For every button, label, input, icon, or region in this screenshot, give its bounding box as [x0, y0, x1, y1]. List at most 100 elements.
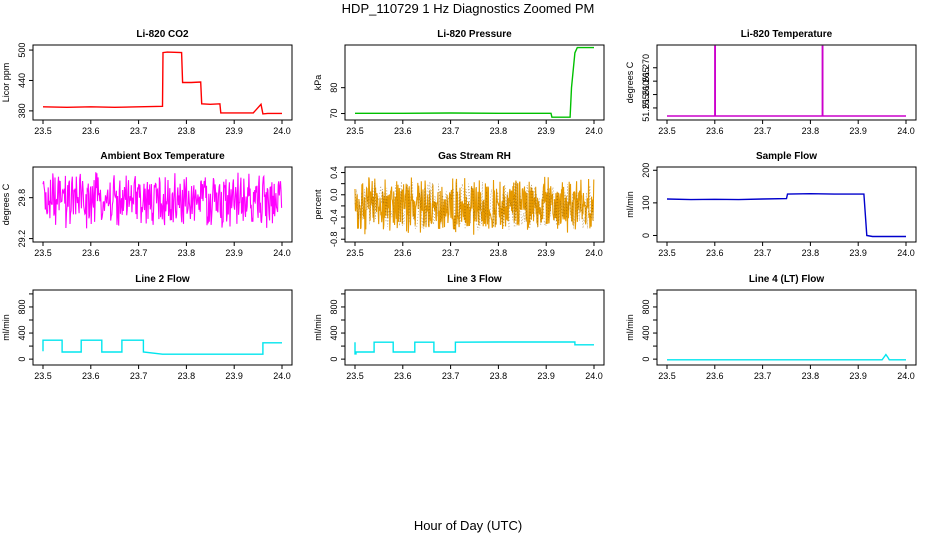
plot-frame	[32, 289, 293, 366]
y-tick-label: 380	[17, 103, 27, 118]
x-tick-label: 23.8	[490, 371, 508, 381]
x-tick-label: 23.7	[442, 248, 460, 258]
y-axis-label: ml/min	[625, 191, 635, 218]
x-tick-label: 23.9	[225, 248, 243, 258]
y-axis-label: percent	[313, 189, 323, 220]
plot-data	[42, 51, 282, 115]
series-line	[42, 172, 283, 229]
x-tick-label: 23.5	[346, 371, 364, 381]
plot-data	[355, 46, 594, 118]
x-tick-label: 23.7	[442, 371, 460, 381]
y-tick-label: 800	[17, 299, 27, 314]
x-tick-label: 23.8	[802, 126, 820, 136]
panel-title: Line 3 Flow	[447, 274, 502, 285]
y-tick-label: 0.4	[329, 166, 339, 179]
plot-data	[42, 339, 282, 355]
y-tick-label: 0	[641, 233, 651, 238]
y-axis-label: ml/min	[313, 314, 323, 341]
panel-title: Li-820 Temperature	[741, 29, 833, 40]
panel-title: Ambient Box Temperature	[100, 151, 225, 162]
x-tick-label: 23.9	[849, 248, 867, 258]
series-line	[354, 341, 594, 355]
plot-frame	[344, 289, 605, 366]
x-tick-label: 23.7	[754, 126, 772, 136]
y-tick-label: 0	[641, 357, 651, 362]
series-line	[667, 353, 906, 361]
x-tick-label: 23.7	[130, 248, 148, 258]
plot-frame	[32, 166, 293, 243]
y-axis-label: ml/min	[625, 314, 635, 341]
x-tick-label: 23.8	[802, 248, 820, 258]
x-tick-label: 23.5	[34, 248, 52, 258]
y-tick-label: 440	[17, 73, 27, 88]
x-tick-label: 23.7	[130, 371, 148, 381]
x-tick-label: 24.0	[273, 126, 291, 136]
y-axis-label: kPa	[313, 75, 323, 91]
series-line	[667, 45, 906, 117]
x-tick-label: 23.9	[225, 126, 243, 136]
figure-title: HDP_110729 1 Hz Diagnostics Zoomed PM	[341, 1, 595, 16]
x-tick-label: 24.0	[897, 126, 915, 136]
y-tick-label: 29.8	[17, 189, 27, 207]
panel-1: Li-820 CO2 23.5 23.6 23.7 23.8 23.9 24.0 380 440…	[1, 29, 293, 136]
series-line	[666, 192, 906, 238]
panel-9: Line 4 (LT) Flow 23.5 23.6 23.7 23.8 23.9 24.0…	[625, 274, 917, 381]
panel-title: Sample Flow	[756, 151, 817, 162]
y-tick-label: 51.265	[641, 67, 651, 95]
x-tick-label: 23.5	[658, 126, 676, 136]
x-tick-label: 23.7	[442, 126, 460, 136]
x-tick-label: 23.9	[225, 371, 243, 381]
y-tick-label: 100	[641, 195, 651, 210]
x-tick-label: 23.5	[34, 126, 52, 136]
y-axis-label: degrees C	[625, 61, 635, 103]
plot-frame	[344, 166, 605, 243]
x-tick-label: 23.5	[346, 126, 364, 136]
x-tick-label: 23.7	[754, 371, 772, 381]
y-axis-label: ml/min	[1, 314, 11, 341]
series-line	[42, 339, 282, 355]
x-tick-label: 23.5	[658, 371, 676, 381]
x-tick-label: 23.7	[130, 126, 148, 136]
y-tick-label: 200	[641, 163, 651, 178]
panel-8: Line 3 Flow 23.5 23.6 23.7 23.8 23.9 24.0 0 400 8…	[313, 274, 605, 381]
x-tick-label: 23.8	[802, 371, 820, 381]
x-tick-label: 23.6	[394, 371, 412, 381]
panel-6: Sample Flow 23.5 23.6 23.7 23.8 23.9 24.0 0 100 2…	[625, 151, 917, 258]
x-tick-label: 23.8	[178, 371, 196, 381]
y-axis-label: Licor ppm	[1, 63, 11, 103]
x-tick-label: 23.6	[706, 371, 724, 381]
plot-frame	[344, 44, 605, 121]
plot-frame	[32, 44, 293, 121]
panel-title: Li-820 CO2	[136, 29, 189, 40]
x-tick-label: 24.0	[897, 248, 915, 258]
panel-title: Gas Stream RH	[438, 151, 511, 162]
plot-frame	[656, 44, 917, 121]
x-tick-label: 24.0	[897, 371, 915, 381]
x-tick-label: 23.9	[537, 371, 555, 381]
y-tick-label: 0	[17, 357, 27, 362]
x-tick-label: 23.7	[754, 248, 772, 258]
panel-title: Line 4 (LT) Flow	[749, 274, 825, 285]
y-tick-label: 51.260	[641, 81, 651, 109]
x-tick-label: 23.6	[82, 126, 100, 136]
x-tick-label: 23.5	[346, 248, 364, 258]
x-tick-label: 23.8	[490, 248, 508, 258]
y-tick-label: 29.2	[17, 230, 27, 248]
series-line	[355, 46, 594, 118]
plot-data	[666, 192, 906, 238]
y-tick-label: 80	[329, 83, 339, 93]
x-tick-label: 23.6	[82, 371, 100, 381]
x-tick-label: 24.0	[585, 371, 603, 381]
plot-frame	[656, 166, 917, 243]
x-tick-label: 23.9	[537, 248, 555, 258]
y-tick-label: -0.4	[329, 209, 339, 225]
x-tick-label: 23.9	[849, 126, 867, 136]
x-tick-label: 23.5	[34, 371, 52, 381]
y-tick-label: 0.0	[329, 189, 339, 202]
x-tick-label: 24.0	[273, 248, 291, 258]
panel-title: Line 2 Flow	[135, 274, 190, 285]
x-tick-label: 23.8	[490, 126, 508, 136]
y-axis-label: degrees C	[1, 183, 11, 225]
panel-4: Ambient Box Temperature 23.5 23.6 23.7 23.8 2…	[1, 151, 293, 258]
x-tick-label: 24.0	[273, 371, 291, 381]
